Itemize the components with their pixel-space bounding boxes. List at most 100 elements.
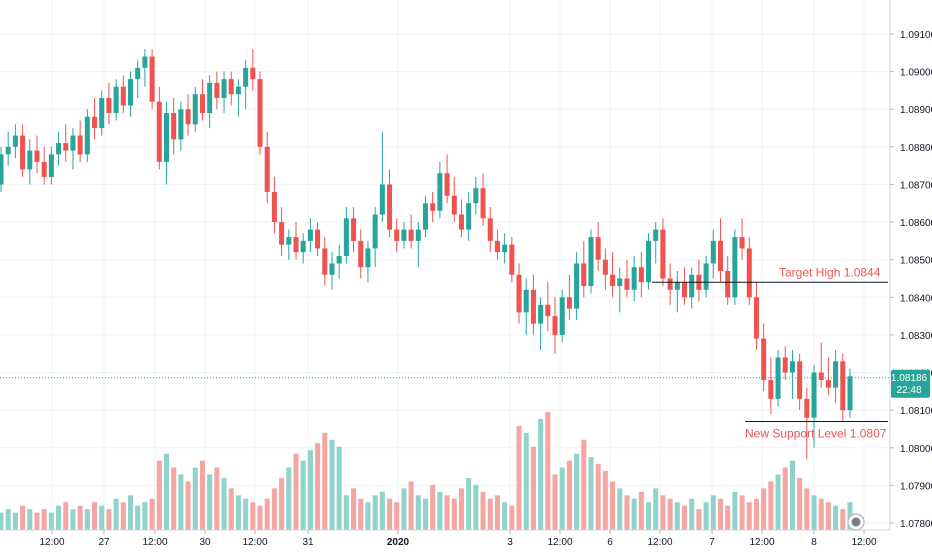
volume-bar xyxy=(56,505,62,530)
volume-bar xyxy=(63,502,69,530)
candle-body xyxy=(610,274,616,287)
candle-body xyxy=(149,56,155,102)
price-tick-label: 1.08700 xyxy=(900,180,932,191)
volume-bar xyxy=(732,491,738,530)
candle-body xyxy=(84,116,90,155)
volume-bar xyxy=(307,450,313,530)
volume-bar xyxy=(710,495,716,530)
volume-bar xyxy=(415,495,421,530)
candle-body xyxy=(437,173,443,211)
volume-bar xyxy=(775,474,781,530)
volume-bar xyxy=(264,498,270,530)
candle-body xyxy=(689,274,695,298)
candle-body xyxy=(509,244,515,275)
volume-bar xyxy=(595,464,601,530)
volume-bar xyxy=(271,488,277,530)
candle-body xyxy=(552,316,558,335)
candle-body xyxy=(0,154,4,185)
volume-bar xyxy=(77,505,83,530)
candle-body xyxy=(113,86,119,113)
volume-bar xyxy=(235,495,241,530)
candle-body xyxy=(494,240,500,253)
volume-bar xyxy=(696,509,702,530)
volume-bar xyxy=(372,495,378,530)
candle-body xyxy=(502,244,508,253)
volume-bar xyxy=(717,498,724,530)
volume-bar xyxy=(243,498,249,530)
candle-body xyxy=(163,112,170,162)
time-tick-label: 12:00 xyxy=(142,537,167,548)
candle-body xyxy=(840,361,846,411)
candle-body xyxy=(703,263,709,290)
candle-body xyxy=(422,203,429,230)
candle-body xyxy=(617,278,623,287)
volume-bar xyxy=(387,498,393,530)
candle-body xyxy=(214,82,220,98)
annotations[interactable]: Target High 1.0844 New Support Level 1.08… xyxy=(0,265,890,440)
price-tick-label: 1.08500 xyxy=(900,256,932,267)
candle-body xyxy=(271,191,277,223)
volume-bar xyxy=(480,491,486,530)
candle-body xyxy=(156,101,162,162)
candle-body xyxy=(753,297,759,339)
candle-body xyxy=(92,116,98,129)
candle-body xyxy=(120,86,126,106)
candle-body xyxy=(768,380,774,399)
volume-bar xyxy=(624,495,630,530)
volume-bar xyxy=(689,498,695,530)
price-axis[interactable]: 1.078001.079001.080001.081001.082001.083… xyxy=(889,0,932,530)
candle-body xyxy=(516,274,522,313)
candle-body xyxy=(135,67,141,80)
volume-bar xyxy=(746,502,752,530)
candle-body xyxy=(185,109,191,125)
volume-bar xyxy=(322,432,328,530)
candle-body xyxy=(775,357,781,399)
volume-bar xyxy=(199,460,205,530)
volume-bar xyxy=(120,502,126,530)
volume-bar xyxy=(142,502,148,530)
volume-bar xyxy=(782,467,788,530)
volume-bar xyxy=(351,488,357,530)
volume-bar xyxy=(631,498,637,530)
volume-bar xyxy=(135,505,141,530)
volume-bar xyxy=(221,477,227,530)
candle-body xyxy=(250,67,256,80)
candle-body xyxy=(106,97,112,113)
price-tick-label: 1.08900 xyxy=(900,105,932,116)
candle-body xyxy=(710,240,716,264)
time-tick-label: 12:00 xyxy=(749,537,774,548)
volume-bar xyxy=(207,474,213,530)
candles xyxy=(0,49,853,460)
target-high-label: Target High 1.0844 xyxy=(779,265,881,279)
volume-bar xyxy=(178,474,184,530)
candle-body xyxy=(818,372,824,381)
candle-body xyxy=(473,188,479,204)
time-tick-label: 30 xyxy=(199,537,211,548)
volume-bar xyxy=(811,495,817,530)
price-tick-label: 1.08800 xyxy=(900,143,932,154)
candle-body xyxy=(228,79,234,95)
candle-body xyxy=(631,267,637,290)
volume-bar xyxy=(739,495,745,530)
price-tick-label: 1.08100 xyxy=(900,406,932,417)
tradingview-logo-icon[interactable] xyxy=(846,512,866,532)
candle-body xyxy=(20,135,26,170)
time-tick-label: 27 xyxy=(98,537,110,548)
candle-body xyxy=(559,297,565,335)
time-axis[interactable]: 12:00 27 12:00 30 12:00 31 2020 3 12:00 6 12:00 7 12… xyxy=(0,529,890,548)
candle-body xyxy=(358,240,364,268)
volume-bar xyxy=(106,509,112,530)
candle-body xyxy=(797,361,803,399)
candle-body xyxy=(293,237,299,253)
volume-bar xyxy=(667,498,673,530)
candle-body xyxy=(789,361,795,373)
candle-body xyxy=(394,229,400,241)
time-tick-label: 3 xyxy=(507,537,513,548)
candle-body xyxy=(12,135,18,147)
candle-body xyxy=(430,203,436,211)
candle-body xyxy=(192,94,198,125)
volume-bar xyxy=(840,509,846,530)
candle-body xyxy=(207,82,213,113)
volume-bar xyxy=(581,439,587,530)
